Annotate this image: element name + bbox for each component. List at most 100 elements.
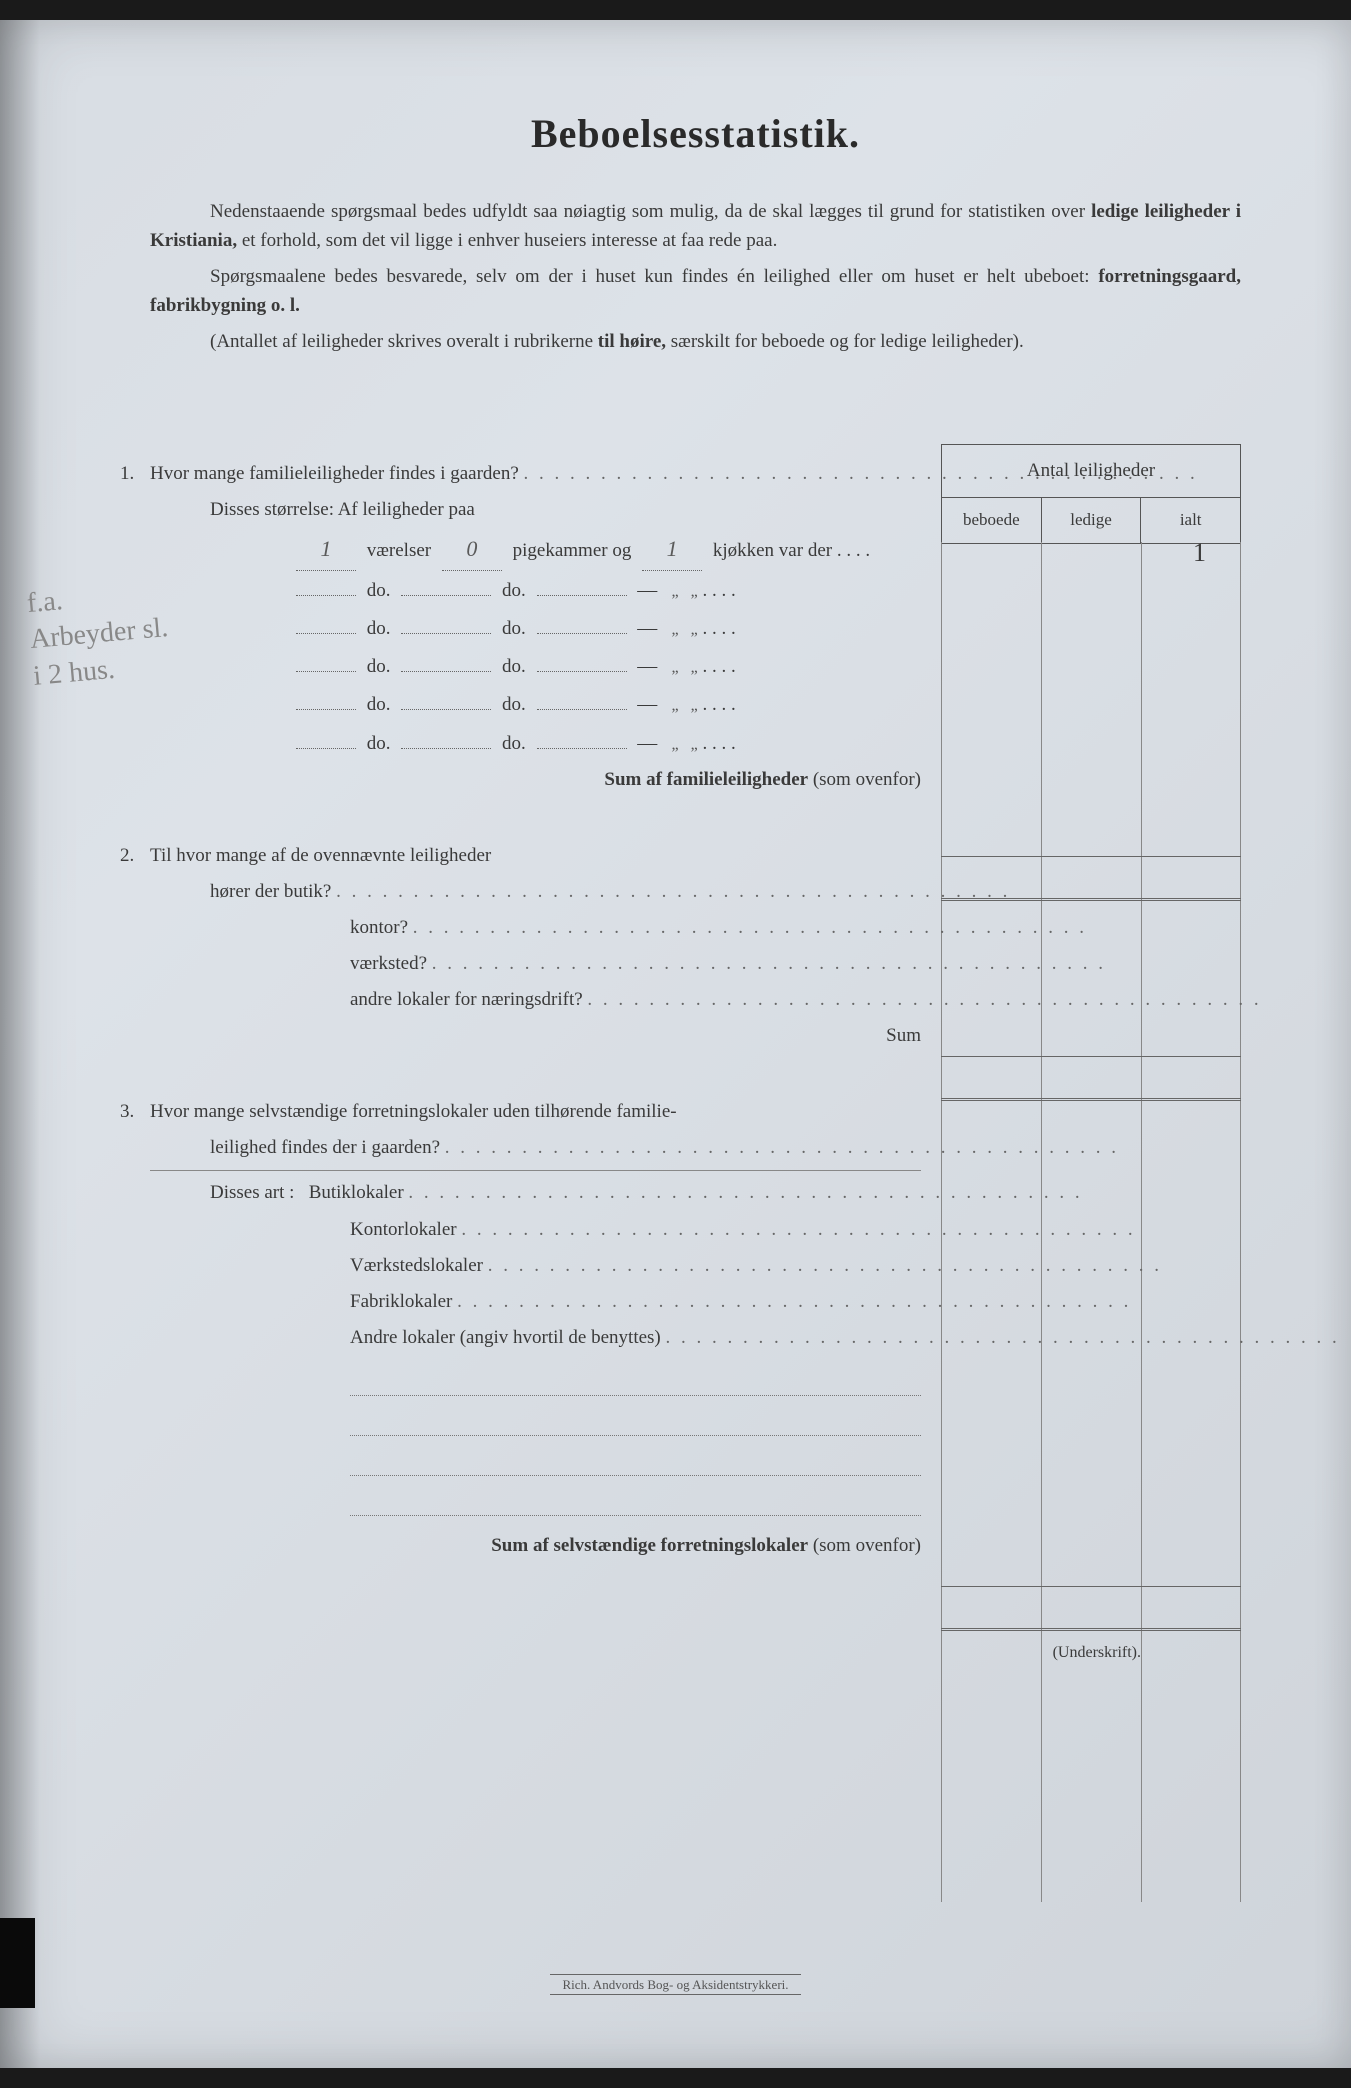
- q3-blank-4: [350, 1488, 921, 1516]
- intro-p2: Spørgsmaalene bedes besvarede, selv om d…: [150, 262, 1241, 321]
- q3-text-c: uden tilhørende familie-: [488, 1101, 676, 1122]
- q3-num: 3.: [120, 1094, 134, 1130]
- dots: [587, 989, 1261, 1010]
- q3-blank-2: [350, 1408, 921, 1436]
- question-1: 1. Hvor mange familieleiligheder findes …: [150, 456, 1241, 798]
- q3-butik: Butiklokaler: [309, 1182, 404, 1203]
- do: do.: [502, 580, 526, 601]
- document-page: Beboelsesstatistik. Nedenstaaende spørgs…: [0, 20, 1351, 2068]
- q3-row-kontor: Kontorlokaler: [150, 1212, 921, 1248]
- q3-sum: Sum af selvstændige forretningslokaler (…: [150, 1528, 921, 1564]
- dots: [336, 881, 1010, 902]
- blank: [296, 633, 356, 634]
- dots: [445, 1137, 1119, 1158]
- blank: [537, 595, 627, 596]
- do: do.: [367, 580, 391, 601]
- question-2: 2. Til hvor mange af de ovennævnte leili…: [150, 838, 1241, 1055]
- dots: [457, 1291, 1131, 1312]
- blank: [401, 671, 491, 672]
- q3-blank-3: [350, 1448, 921, 1476]
- question-3: 3. Hvor mange selvstændige forretningslo…: [150, 1094, 1241, 1564]
- q1-size-row-5: do. do. — „ „ . . . .: [150, 685, 921, 723]
- q3-kontor: Kontorlokaler: [350, 1219, 457, 1240]
- blank: [401, 595, 491, 596]
- intro-p3: (Antallet af leiligheder skrives overalt…: [150, 327, 1241, 356]
- q3-text-d: leilighed findes der i gaarden?: [210, 1137, 440, 1158]
- do: do.: [367, 656, 391, 677]
- q3-vaerksted: Værkstedslokaler: [350, 1255, 483, 1276]
- do: do.: [502, 656, 526, 677]
- q2-num: 2.: [120, 838, 134, 874]
- ditto: „ „: [672, 583, 698, 600]
- blank: [537, 633, 627, 634]
- intro-p1a: Nedenstaaende spørgsmaal bedes udfyldt s…: [210, 201, 1091, 222]
- q1-text-a: Hvor mange: [150, 463, 249, 484]
- dash: —: [637, 579, 657, 601]
- blank: [296, 595, 356, 596]
- do: do.: [367, 618, 391, 639]
- intro-p2a: Spørgsmaalene bedes besvarede, selv om d…: [210, 266, 1098, 287]
- q3-main-2: leilighed findes der i gaarden?: [150, 1130, 921, 1166]
- page-title: Beboelsesstatistik.: [150, 110, 1241, 157]
- intro-p1c: et forhold, som det vil ligge i enhver h…: [237, 230, 777, 251]
- intro-p1: Nedenstaaende spørgsmaal bedes udfyldt s…: [150, 197, 1241, 256]
- q2-row-vaerksted: værksted?: [150, 946, 921, 982]
- q2-sum: Sum: [150, 1018, 921, 1054]
- q2-row-andre: andre lokaler for næringsdrift?: [150, 982, 921, 1018]
- q3-sub: Disses art :: [210, 1182, 294, 1203]
- q1-label-k: kjøkken var der: [713, 540, 832, 561]
- do: do.: [502, 694, 526, 715]
- do: do.: [367, 733, 391, 754]
- dots: [413, 917, 1087, 938]
- blank: [401, 709, 491, 710]
- q3-sum-b: (som ovenfor): [808, 1535, 921, 1556]
- q3-divider: [150, 1170, 921, 1171]
- q3-row-vaerksted: Værkstedslokaler: [150, 1248, 921, 1284]
- q1-text-c: findes i gaarden?: [384, 463, 519, 484]
- dots: [524, 463, 1198, 484]
- intro-block: Nedenstaaende spørgsmaal bedes udfyldt s…: [150, 197, 1241, 356]
- q3-fabrik: Fabriklokaler: [350, 1291, 452, 1312]
- q3-main-1: Hvor mange selvstændige forretningslokal…: [150, 1094, 921, 1130]
- q2-row-butik: hører der butik?: [150, 874, 921, 910]
- do: do.: [502, 618, 526, 639]
- q1-main: Hvor mange familieleiligheder findes i g…: [150, 456, 921, 492]
- q1-size-row-2: do. do. — „ „ . . . .: [150, 571, 921, 609]
- hrule-dbl: [941, 1628, 1241, 1631]
- blank: [296, 671, 356, 672]
- q1-sum: Sum af familieleiligheder (som ovenfor): [150, 762, 921, 798]
- ditto: „ „: [672, 736, 698, 753]
- blank: [537, 748, 627, 749]
- q1-sum-b: (som ovenfor): [808, 769, 921, 790]
- intro-p3a: (Antallet af leiligheder skrives overalt…: [210, 331, 598, 352]
- blank: [401, 748, 491, 749]
- q3-text-b: forretningslokaler: [352, 1101, 488, 1122]
- q1-vaerelser: 1: [296, 528, 356, 571]
- q2-andre: andre lokaler for næringsdrift?: [350, 989, 583, 1010]
- q3-text-a: Hvor mange selvstændige: [150, 1101, 352, 1122]
- q2-vaerksted: værksted?: [350, 953, 427, 974]
- hrule: [941, 1586, 1241, 1587]
- q3-sub-row: Disses art : Butiklokaler: [150, 1175, 921, 1211]
- dots: [461, 1219, 1135, 1240]
- blank: [537, 671, 627, 672]
- q3-sum-a: Sum af selvstændige forretningslokaler: [491, 1535, 808, 1556]
- intro-p3b: til høire,: [598, 331, 666, 352]
- dash: —: [637, 732, 657, 754]
- q1-kjokken: 1: [642, 528, 702, 571]
- margin-note-text: f.a. Arbeyder sl. i 2 hus.: [26, 585, 170, 692]
- q2-kontor: kontor?: [350, 917, 408, 938]
- dash: —: [637, 655, 657, 677]
- dots: [488, 1255, 1162, 1276]
- q1-label-v: værelser: [367, 540, 431, 561]
- intro-p3c: særskilt for beboede og for ledige leili…: [666, 331, 1024, 352]
- q1-label-p: pigekammer og: [513, 540, 632, 561]
- q3-andre: Andre lokaler (angiv hvortil de benyttes…: [350, 1327, 661, 1348]
- q1-mark-beboede: 1: [1193, 528, 1206, 577]
- q1-text-b: familieleiligheder: [249, 463, 384, 484]
- do: do.: [502, 733, 526, 754]
- ditto: „ „: [672, 621, 698, 638]
- blank: [537, 709, 627, 710]
- dash: —: [637, 617, 657, 639]
- q2-main: Til hvor mange af de ovennævnte leilighe…: [150, 838, 921, 874]
